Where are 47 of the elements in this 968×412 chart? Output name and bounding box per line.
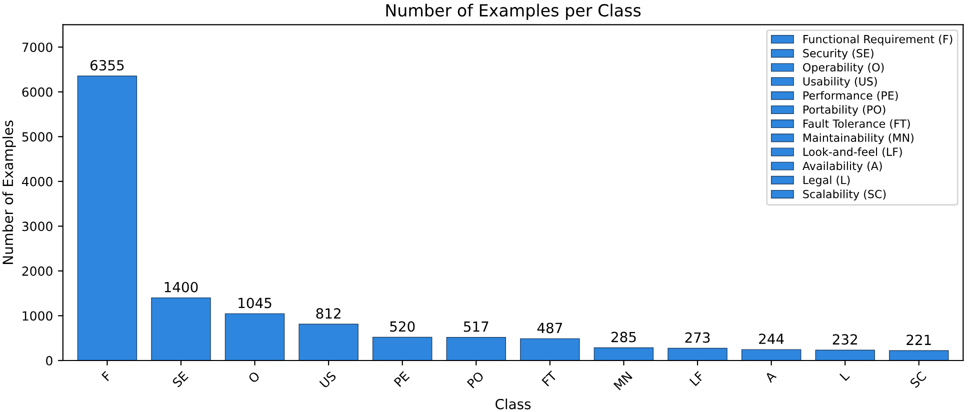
x-tick-label: FT <box>542 370 558 386</box>
y-tick-label: 5000 <box>22 132 52 142</box>
x-tick-label: A <box>764 370 777 383</box>
x-axis-title: Class <box>496 398 531 410</box>
data-label: 517 <box>464 322 488 332</box>
x-tick-label: SC <box>909 370 927 388</box>
legend-label: Portability (PO) <box>804 105 886 116</box>
data-label: 520 <box>390 321 415 332</box>
x-tick-label: LF <box>689 371 704 386</box>
data-label: 273 <box>685 332 710 343</box>
y-tick-label: 1000 <box>22 311 52 321</box>
y-tick-label: 6000 <box>22 87 52 97</box>
legend-label: Legal (L) <box>804 176 850 186</box>
y-tick-label: 2000 <box>22 266 52 276</box>
y-tick-label: 3000 <box>22 222 52 232</box>
y-tick-label: 7000 <box>22 42 52 52</box>
data-label: 6355 <box>90 60 124 71</box>
x-tick-label: MN <box>613 371 632 390</box>
data-label: 1400 <box>164 282 198 292</box>
x-tick-label: L <box>839 370 850 381</box>
data-label: 487 <box>537 322 562 334</box>
data-label: 232 <box>832 334 857 345</box>
data-label: 221 <box>906 334 931 345</box>
legend-label: Operability (O) <box>803 62 884 74</box>
x-tick-label: PO <box>466 370 484 388</box>
legend-label: Scalability (SC) <box>803 190 886 200</box>
legend-label: Security (SE) <box>803 48 874 60</box>
legend-label: Functional Requirement (F) <box>804 34 952 46</box>
data-label: 244 <box>759 334 784 344</box>
legend-label: Fault Tolerance (FT) <box>804 119 910 130</box>
x-tick-label: O <box>248 370 260 384</box>
chart-title: Number of Examples per Class <box>386 4 641 20</box>
data-label: 285 <box>611 332 636 342</box>
y-tick-label: 0 <box>46 356 52 366</box>
x-tick-label: US <box>319 370 337 388</box>
data-label: 1045 <box>238 298 272 308</box>
legend-label: Usability (US) <box>803 76 877 88</box>
legend-label: Look-and-feel (LF) <box>804 147 902 158</box>
x-tick-label: SE <box>172 370 189 388</box>
y-axis-title: Number of Examples <box>2 120 16 264</box>
legend-label: Performance (PE) <box>804 91 898 101</box>
x-tick-label: F <box>102 371 112 382</box>
legend-label: Maintainability (MN) <box>804 133 914 144</box>
y-tick-label: 4000 <box>22 176 52 186</box>
data-label: 812 <box>316 308 340 319</box>
legend-label: Availability (A) <box>802 162 882 172</box>
x-tick-label: PE <box>394 371 410 387</box>
